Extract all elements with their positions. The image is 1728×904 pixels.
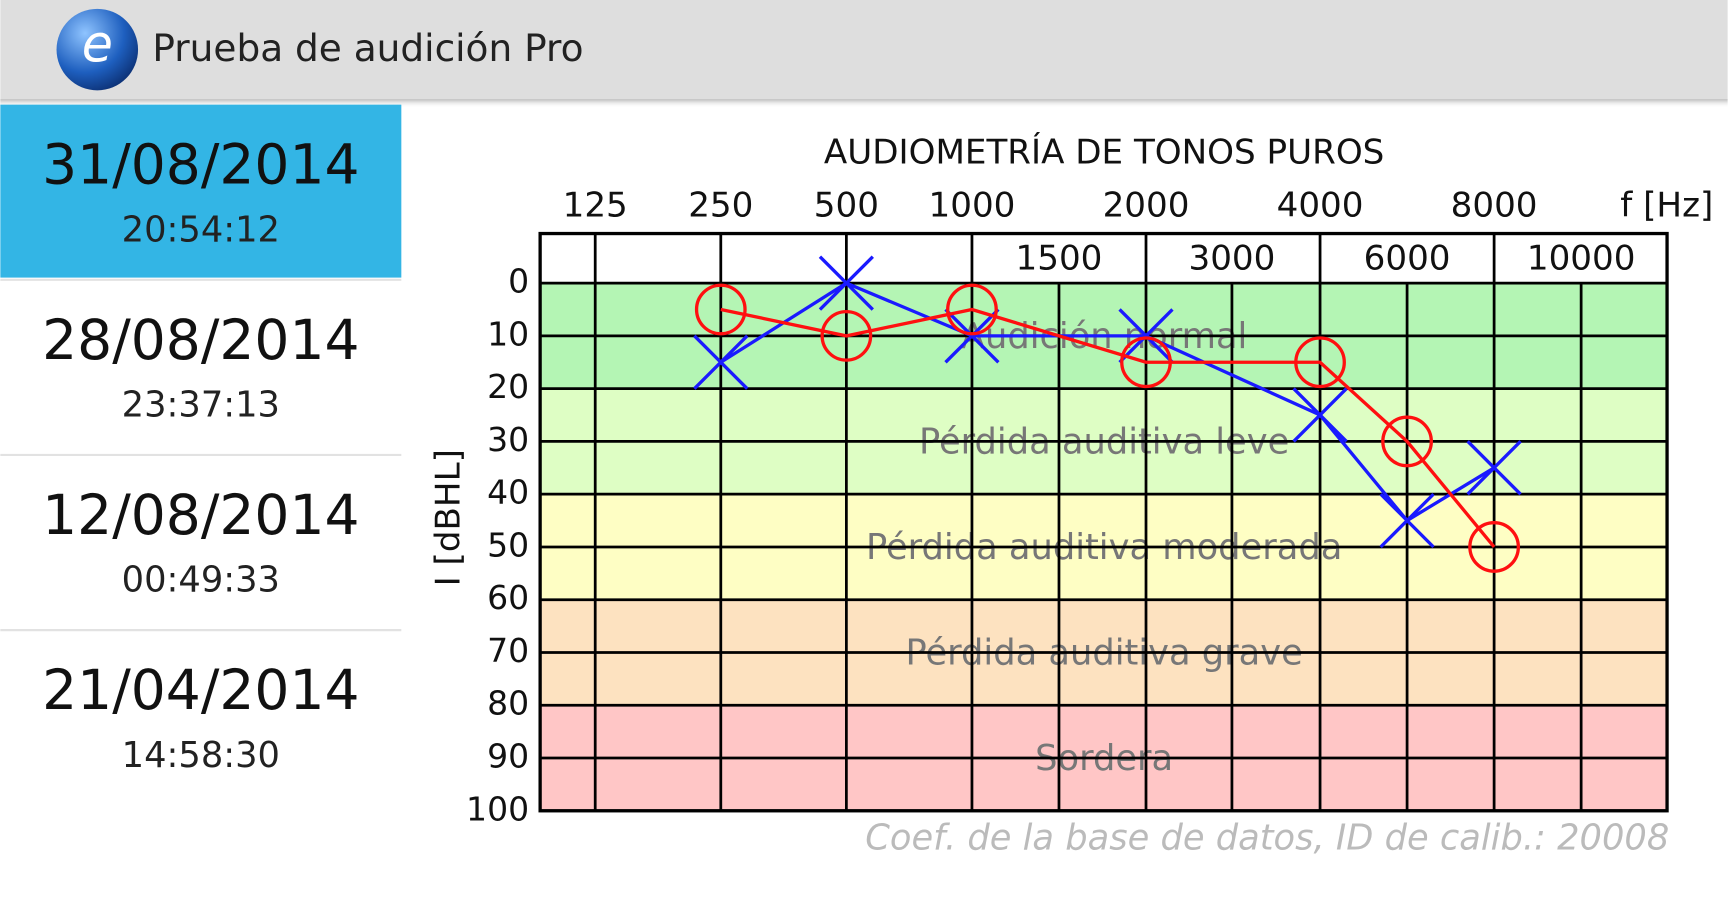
history-list: 31/08/2014 20:54:12 28/08/2014 23:37:13 12/0… [0,104,402,776]
history-time: 20:54:12 [122,209,280,250]
marker-x [693,334,749,390]
marker-x [1292,387,1348,443]
y-tick-label: 30 [487,420,529,459]
chart-title: AUDIOMETRÍA DE TONOS PUROS [824,132,1384,173]
x-tick-label: 1000 [929,186,1016,226]
history-item[interactable]: 21/04/2014 14:58:30 [0,629,402,776]
y-tick-label: 100 [466,789,529,828]
history-time: 23:37:13 [122,384,280,425]
marker-o [946,283,998,336]
marker-o [820,309,873,362]
x-tick-label: 500 [814,186,879,226]
selected-background [0,104,402,278]
y-axis-label: I [dBHL] [428,449,468,586]
marker-o [1381,415,1433,468]
y-tick-label: 70 [487,631,529,670]
app-logo[interactable] [56,8,139,91]
x-tick-label: 8000 [1451,186,1538,226]
marker-o [1468,521,1520,573]
app-title: Prueba de audición Pro [152,26,583,70]
header-row [540,233,1668,284]
history-date: 21/04/2014 [42,658,359,722]
y-tick-label: 60 [487,578,529,617]
history-time: 14:58:30 [122,735,280,776]
marker-x [944,308,1000,364]
x-tick-label: 3000 [1189,238,1276,278]
footnote: Coef. de la base de datos, ID de calib.:… [865,817,1669,858]
x-tick-label: 250 [688,186,753,226]
app-bar-shadow [0,99,1728,108]
marker-o [694,283,747,336]
x-axis-label: f [Hz] [1620,186,1713,226]
y-tick-label: 20 [487,367,529,406]
history-item[interactable]: 31/08/2014 20:54:12 [0,104,402,278]
y-tick-label: 80 [487,684,529,723]
history-date: 12/08/2014 [42,483,359,547]
history-item[interactable]: 12/08/2014 00:49:33 [0,453,402,601]
x-tick-label: 2000 [1103,186,1190,226]
marker-x [818,255,874,311]
x-tick-label: 1500 [1016,238,1103,278]
history-item[interactable]: 28/08/2014 23:37:13 [0,278,402,426]
marker-x [1466,440,1522,496]
marker-o [1120,336,1172,389]
x-tick-label: 6000 [1364,238,1451,278]
y-tick-label: 10 [487,314,529,353]
history-date: 31/08/2014 [42,133,359,197]
history-time: 00:49:33 [122,560,280,601]
plot-border [538,231,1669,813]
history-date: 28/08/2014 [42,308,359,372]
y-tick-label: 0 [508,262,529,301]
x-tick-label: 125 [563,186,628,226]
series-line [720,307,1496,548]
y-tick-label: 90 [487,737,529,776]
y-tick-label: 40 [487,473,529,512]
marker-x [1379,492,1435,549]
x-tick-label: 4000 [1277,186,1364,226]
marker-x [1118,308,1174,364]
logo-glyph: e [82,14,113,73]
marker-o [1294,336,1346,389]
app-bar [0,0,1728,100]
y-tick-label: 50 [487,525,529,564]
x-tick-label: 10000 [1527,238,1636,278]
